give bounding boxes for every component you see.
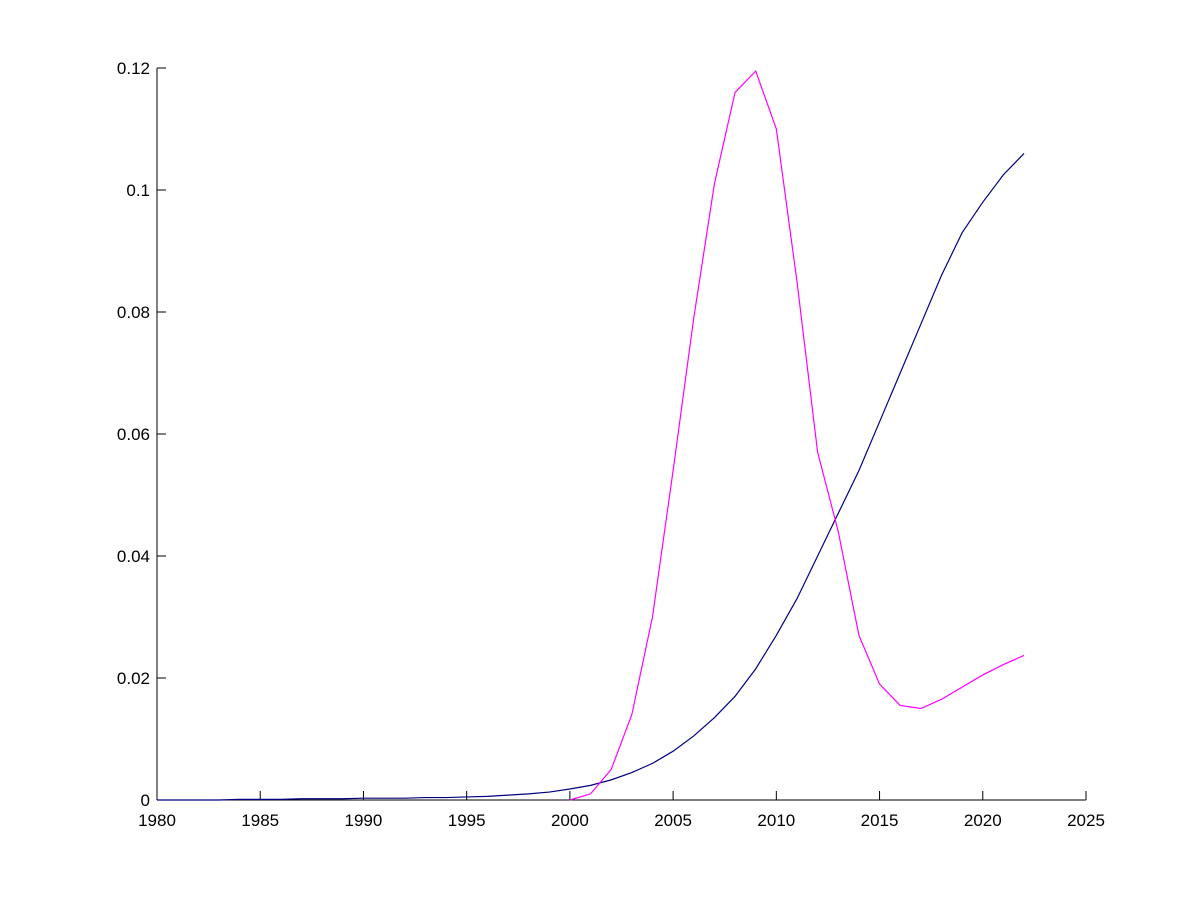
x-tick-label: 1990 [345,811,383,830]
y-tick-label: 0.1 [126,181,150,200]
series-line [569,69,1025,801]
x-tick-label: 1980 [138,811,176,830]
x-tick-label: 2025 [1067,811,1105,830]
y-tick-label: 0.06 [117,425,150,444]
x-tick-label: 2020 [964,811,1002,830]
y-tick-label: 0.08 [117,303,150,322]
x-tick-label: 2015 [861,811,899,830]
x-tick-label: 1995 [448,811,486,830]
x-tick-label: 2010 [757,811,795,830]
y-tick-label: 0.02 [117,669,150,688]
y-tick-label: 0 [141,791,150,810]
x-tick-label: 1985 [241,811,279,830]
y-tick-label: 0.04 [117,547,150,566]
series-line [157,152,1025,801]
x-tick-label: 2005 [654,811,692,830]
y-tick-label: 0.12 [117,59,150,78]
x-tick-label: 2000 [551,811,589,830]
